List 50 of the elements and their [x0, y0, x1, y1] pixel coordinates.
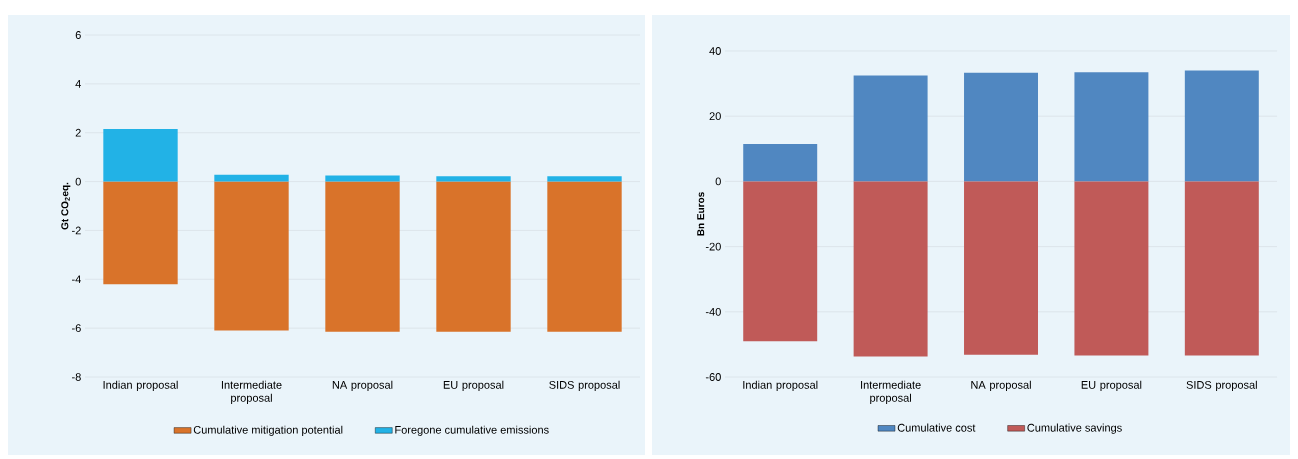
y-tick-label: -20: [705, 242, 721, 251]
bar: [325, 175, 400, 182]
x-tick-label: SIDS proposal: [1186, 380, 1257, 391]
bar: [436, 181, 511, 332]
x-tick-label: EU proposal: [443, 380, 504, 391]
y-tick-label: -40: [705, 307, 721, 316]
x-tick-label: Intermediate proposal: [861, 380, 921, 404]
bar: [1184, 181, 1259, 356]
bar: [436, 176, 511, 182]
bar: [547, 181, 622, 332]
legend-label: Cumulative savings: [1027, 423, 1122, 434]
y-tick-label: 40: [709, 47, 721, 55]
bar: [743, 143, 818, 182]
bar: [1074, 72, 1149, 182]
bar: [103, 181, 178, 285]
y-axis-title: Bn Euros: [697, 192, 705, 236]
y-tick-label: -6: [72, 324, 81, 333]
y-tick-label: -8: [72, 373, 81, 381]
bar: [214, 174, 289, 182]
bar: [214, 181, 289, 331]
y-tick-label: 6: [75, 31, 81, 39]
y-tick-label: 0: [715, 177, 721, 186]
bar: [853, 75, 928, 182]
y-tick-label: 0: [75, 177, 81, 186]
y-axis-title: Gt CO$_{2}$eq.: [61, 182, 71, 230]
x-tick-label: Indian proposal: [743, 380, 818, 391]
y-tick-label: 20: [709, 112, 721, 121]
legend-label: Cumulative mitigation potential: [193, 425, 343, 436]
bar: [547, 176, 622, 182]
bar: [1184, 70, 1259, 182]
bar: [1074, 181, 1149, 356]
legend-label: Cumulative cost: [897, 423, 976, 432]
y-tick-label: -4: [72, 275, 81, 284]
legend-label: Foregone cumulative emissions: [395, 425, 549, 436]
bar: [853, 181, 928, 357]
y-tick-label: -60: [705, 373, 721, 381]
x-tick-label: NA proposal: [332, 380, 393, 391]
x-tick-label: NA proposal: [971, 380, 1031, 391]
x-tick-label: Intermediate proposal: [221, 380, 282, 404]
bar: [964, 181, 1038, 355]
x-tick-label: Indian proposal: [103, 380, 178, 391]
y-tick-label: -2: [72, 226, 81, 235]
x-tick-label: EU proposal: [1081, 380, 1142, 391]
y-tick-label: 2: [75, 128, 81, 137]
bar: [743, 181, 818, 342]
bar: [103, 129, 178, 182]
x-tick-label: SIDS proposal: [549, 380, 620, 391]
bar: [964, 72, 1038, 182]
y-tick-label: 4: [75, 80, 81, 88]
bar: [325, 181, 400, 332]
